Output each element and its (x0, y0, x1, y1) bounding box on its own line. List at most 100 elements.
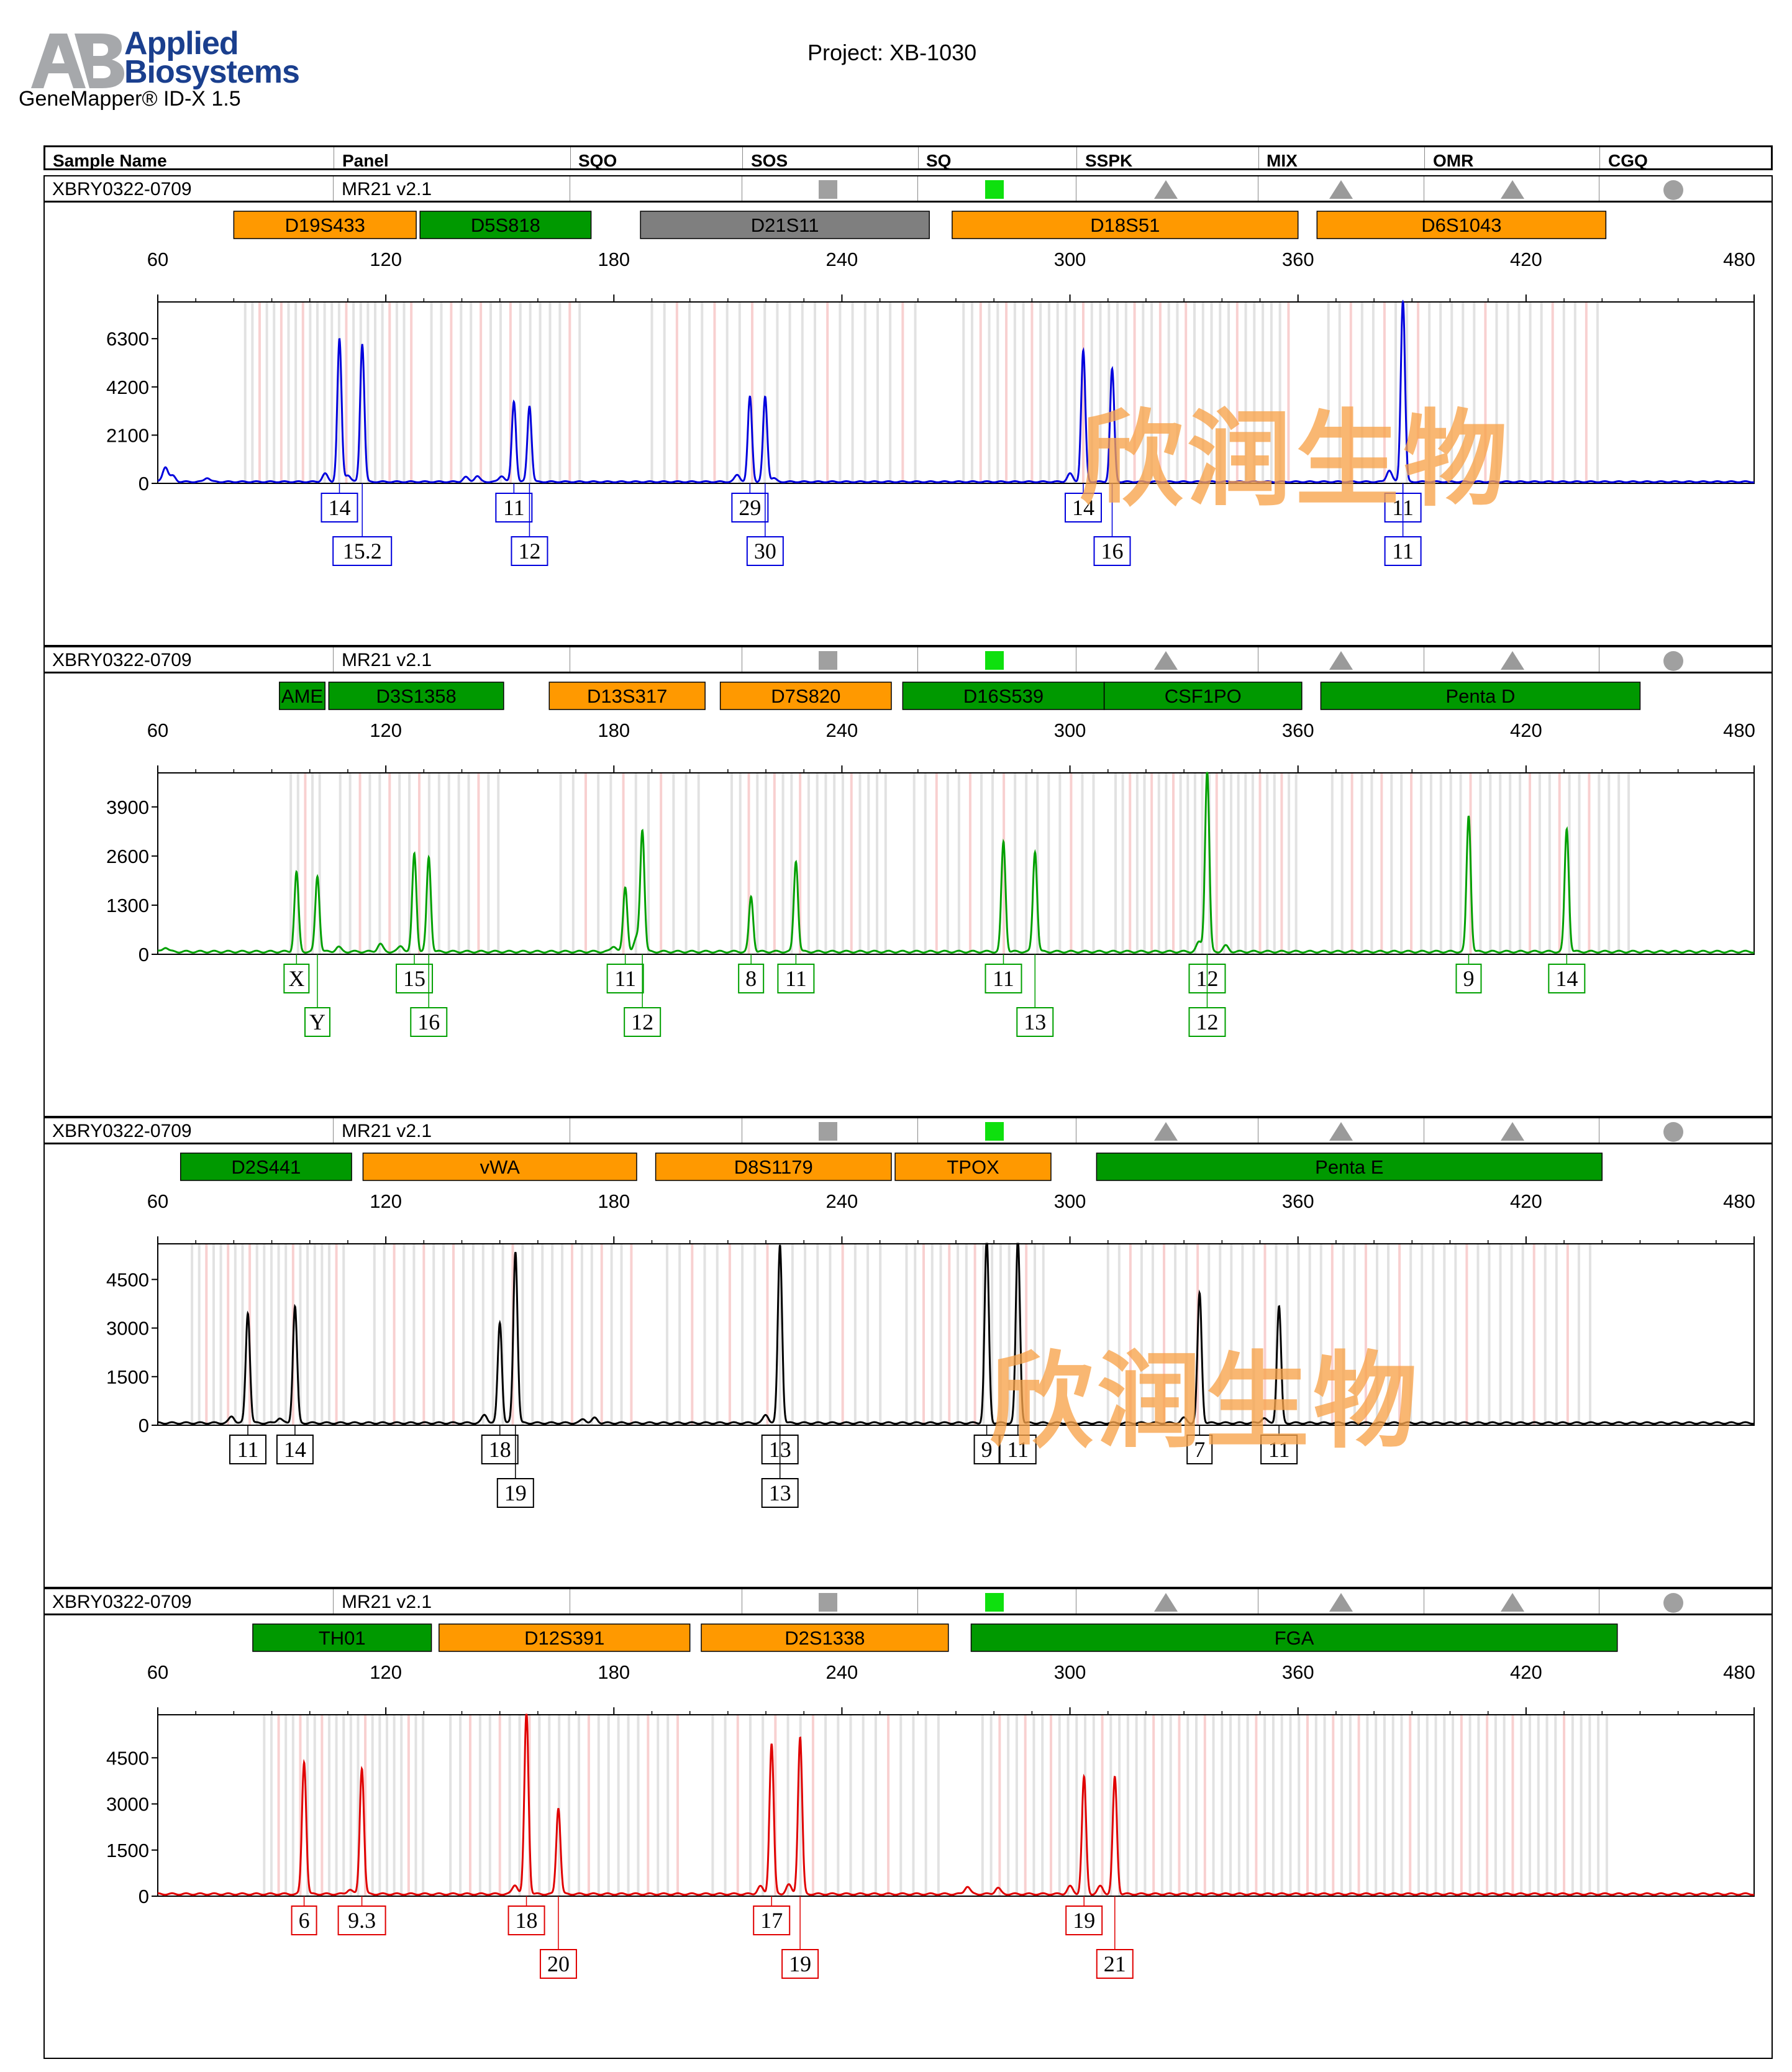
allele-label: 9.3 (348, 1908, 376, 1933)
y-tick-label: 1500 (106, 1840, 149, 1861)
allele-label: 18 (489, 1437, 511, 1462)
panel-name: MR21 v2.1 (342, 650, 432, 670)
sq-indicator-icon (985, 180, 1004, 199)
project-title: Project: XB-1030 (807, 40, 977, 65)
allele-box (731, 493, 769, 523)
x-tick-label: 360 (1282, 719, 1314, 741)
y-tick-label: 0 (139, 944, 149, 965)
software-version: GeneMapper® ID-X 1.5 (19, 87, 241, 111)
sample-name: XBRY0322-0709 (52, 650, 192, 670)
sos-indicator-icon (819, 1593, 837, 1612)
sample-row[interactable]: XBRY0322-0709 MR21 v2.1 (45, 1589, 1772, 1615)
allele-call: 9 (973, 1425, 1000, 1464)
sample-name: XBRY0322-0709 (52, 1592, 192, 1612)
sq-indicator-icon (985, 1593, 1004, 1612)
y-tick-label: 0 (139, 473, 149, 495)
mix-indicator-icon (1329, 1593, 1353, 1612)
allele-box (511, 536, 548, 566)
sample-row[interactable]: XBRY0322-0709 MR21 v2.1 (45, 647, 1772, 673)
x-tick-label: 420 (1510, 1190, 1542, 1212)
locus-label: D21S11 (751, 214, 819, 236)
locus-label: D3S1358 (376, 685, 456, 707)
x-tick-label: 180 (598, 719, 630, 741)
locus-label: D5S818 (471, 214, 540, 236)
locus-bar (655, 1152, 892, 1181)
allele-box (746, 536, 784, 566)
allele-label: 7 (1194, 1437, 1205, 1462)
panel-name: MR21 v2.1 (342, 179, 432, 199)
allele-box (1188, 1007, 1226, 1037)
allele-call: 14 (1064, 483, 1102, 523)
locus-bar (548, 682, 706, 710)
table-header: Sample Name Panel SQO SOS SQ SSPK MIX OM… (43, 145, 1773, 170)
plot-frame (157, 772, 1755, 955)
allele-call: 13 (1016, 954, 1054, 1037)
allele-label: Y (309, 1010, 325, 1034)
allele-box (1455, 964, 1482, 993)
locus-tpox: TPOX (894, 1152, 1052, 1181)
x-tick-label: 180 (598, 1190, 630, 1212)
allele-call: 11 (606, 954, 644, 993)
allele-box (973, 1435, 1000, 1464)
locus-penta-e: Penta E (1096, 1152, 1603, 1181)
column-header-sqo[interactable]: SQO (578, 151, 617, 170)
x-tick-label: 120 (370, 1190, 402, 1212)
column-header-sample-name[interactable]: Sample Name (53, 151, 167, 170)
y-tick-label: 1500 (106, 1366, 149, 1388)
locus-bar (1316, 211, 1607, 239)
allele-call: 16 (410, 954, 448, 1037)
sample-panel-green: XBRY0322-0709 MR21 v2.1 AME D3S1358 D13S31… (43, 646, 1773, 1117)
locus-label: TH01 (319, 1627, 366, 1649)
allele-call: 11 (985, 954, 1022, 993)
x-tick-label: 60 (147, 1661, 168, 1683)
locus-bar (719, 682, 892, 710)
locus-label: vWA (480, 1156, 521, 1178)
column-header-panel[interactable]: Panel (342, 151, 389, 170)
sspk-indicator-icon (1154, 1122, 1178, 1141)
locus-bar (279, 682, 325, 710)
column-header-sos[interactable]: SOS (751, 151, 788, 170)
locus-d8s1179: D8S1179 (655, 1152, 892, 1181)
allele-call: 11 (1260, 1425, 1298, 1464)
x-tick-label: 480 (1723, 249, 1755, 270)
allele-call: 13 (761, 1425, 799, 1508)
cgq-indicator-icon (1663, 1122, 1683, 1142)
allele-label: 19 (1073, 1908, 1095, 1933)
allele-call: 6 (291, 1896, 317, 1935)
allele-box (1186, 1435, 1213, 1464)
x-tick-label: 120 (370, 249, 402, 270)
x-tick-label: 240 (826, 1661, 858, 1683)
locus-label: D2S441 (231, 1156, 301, 1178)
allele-box (999, 1435, 1037, 1464)
locus-d19s433: D19S433 (233, 211, 417, 239)
allele-call: X (283, 954, 310, 993)
sos-indicator-icon (819, 651, 837, 670)
allele-box (1093, 536, 1131, 566)
allele-call: 15.2 (332, 483, 393, 566)
locus-bar (1096, 1152, 1603, 1181)
column-header-sq[interactable]: SQ (926, 151, 952, 170)
locus-bar (640, 211, 930, 239)
allele-label: 16 (1101, 539, 1123, 564)
y-tick-label: 4200 (106, 377, 149, 398)
locus-bar (362, 1152, 637, 1181)
allele-label: 14 (284, 1437, 306, 1462)
electropherogram-black: D2S441 vWA D8S1179 TPOX Penta E60 120 180 240 30… (106, 1152, 1755, 1508)
locus-label: D8S1179 (734, 1156, 813, 1178)
column-header-omr[interactable]: OMR (1433, 151, 1474, 170)
allele-box (777, 964, 815, 993)
x-tick-label: 480 (1723, 1190, 1755, 1212)
sample-row[interactable]: XBRY0322-0709 MR21 v2.1 (45, 176, 1772, 203)
y-tick-label: 0 (139, 1415, 149, 1436)
x-tick-label: 420 (1510, 719, 1542, 741)
allele-box (1065, 1905, 1103, 1935)
column-header-sspk[interactable]: SSPK (1085, 151, 1133, 170)
locus-bar (439, 1623, 691, 1652)
sample-row[interactable]: XBRY0322-0709 MR21 v2.1 (45, 1118, 1772, 1144)
allele-box (495, 493, 533, 523)
y-tick-label: 4500 (106, 1747, 149, 1769)
column-header-mix[interactable]: MIX (1267, 151, 1298, 170)
column-header-cgq[interactable]: CGQ (1608, 151, 1648, 170)
omr-indicator-icon (1501, 651, 1524, 670)
